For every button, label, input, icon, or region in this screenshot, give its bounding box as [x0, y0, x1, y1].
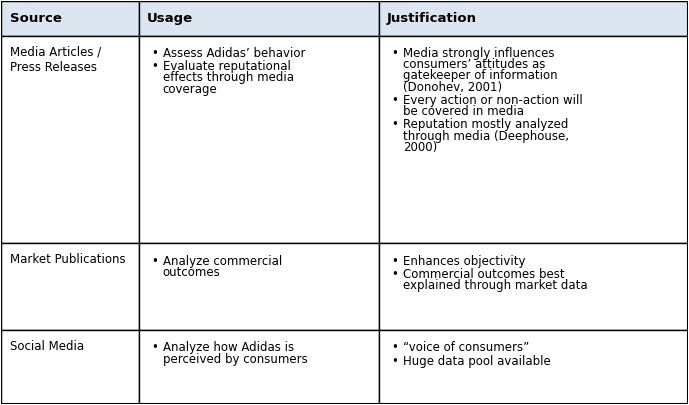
Text: •: • [151, 47, 158, 60]
Bar [379, 1, 688, 36]
Text: Huge data pool available: Huge data pool available [403, 354, 551, 368]
Text: •: • [391, 94, 398, 107]
Bar [379, 330, 688, 404]
Bar [138, 243, 379, 330]
Text: Social Media: Social Media [10, 340, 84, 353]
Bar [379, 243, 688, 330]
Text: outcomes: outcomes [163, 266, 220, 279]
Text: •: • [391, 118, 398, 132]
Text: •: • [391, 354, 398, 368]
Bar [1, 243, 138, 330]
Text: Analyze commercial: Analyze commercial [163, 255, 282, 268]
Text: coverage: coverage [163, 83, 218, 96]
Text: perceived by consumers: perceived by consumers [163, 352, 307, 366]
Text: Evaluate reputational: Evaluate reputational [163, 60, 291, 73]
Bar [138, 1, 379, 36]
Text: explained through market data: explained through market data [403, 279, 588, 292]
Text: “voice of consumers”: “voice of consumers” [403, 341, 529, 354]
Text: consumers’ attitudes as: consumers’ attitudes as [403, 58, 545, 71]
Text: Market Publications: Market Publications [10, 254, 125, 266]
Text: effects through media: effects through media [163, 71, 294, 84]
Text: •: • [151, 341, 158, 354]
Bar [1, 1, 138, 36]
Text: •: • [391, 341, 398, 354]
Text: Media strongly influences: Media strongly influences [403, 47, 555, 60]
Text: Every action or non-action will: Every action or non-action will [403, 94, 583, 107]
Bar [138, 36, 379, 243]
Text: Justification: Justification [387, 12, 477, 25]
Text: Usage: Usage [147, 12, 193, 25]
Text: Media Articles /
Press Releases: Media Articles / Press Releases [10, 46, 101, 74]
Bar [1, 36, 138, 243]
Text: 2000): 2000) [403, 141, 437, 154]
Text: Enhances objectivity: Enhances objectivity [403, 255, 525, 268]
Text: Commercial outcomes best: Commercial outcomes best [403, 268, 564, 281]
Text: Analyze how Adidas is: Analyze how Adidas is [163, 341, 294, 354]
Text: through media (Deephouse,: through media (Deephouse, [403, 130, 569, 143]
Text: •: • [391, 255, 398, 268]
Bar [379, 36, 688, 243]
Text: Reputation mostly analyzed: Reputation mostly analyzed [403, 118, 568, 132]
Text: •: • [151, 60, 158, 73]
Text: Assess Adidas’ behavior: Assess Adidas’ behavior [163, 47, 305, 60]
Text: be covered in media: be covered in media [403, 105, 524, 118]
Text: Source: Source [10, 12, 61, 25]
Text: (Donohev, 2001): (Donohev, 2001) [403, 81, 502, 94]
Text: •: • [151, 255, 158, 268]
Text: •: • [391, 47, 398, 60]
Text: •: • [391, 268, 398, 281]
Bar [138, 330, 379, 404]
Bar [1, 330, 138, 404]
Text: gatekeeper of information: gatekeeper of information [403, 69, 557, 82]
